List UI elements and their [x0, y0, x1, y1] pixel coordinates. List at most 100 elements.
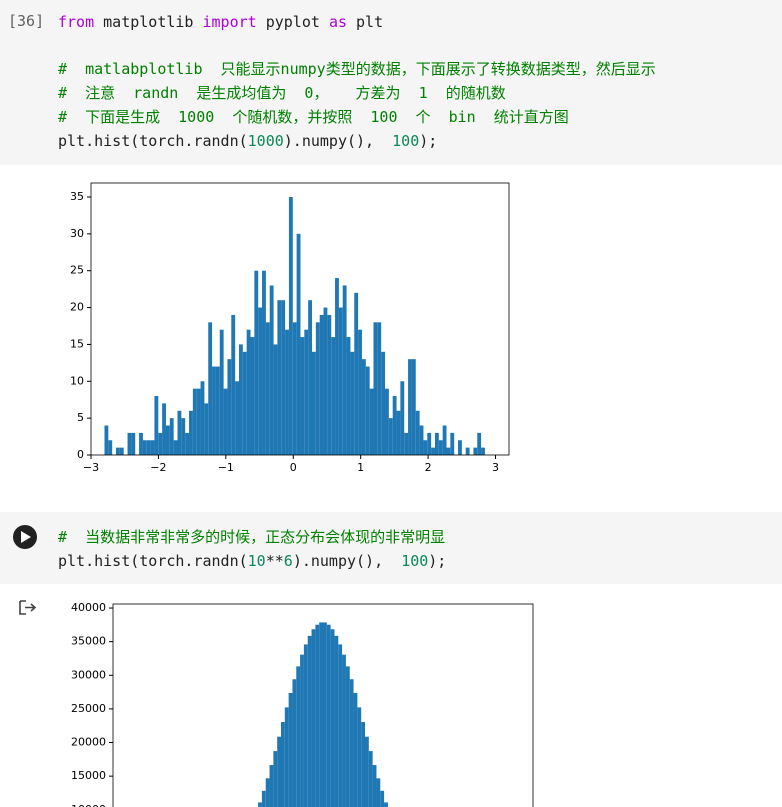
code-token: 10	[247, 552, 266, 570]
bar	[458, 440, 462, 455]
x-tick-label: 2	[425, 461, 432, 474]
bar	[376, 778, 381, 807]
bar	[396, 410, 401, 455]
bar	[173, 440, 178, 455]
code-line: from matplotlib import pyplot as plt	[58, 13, 383, 31]
bar	[319, 622, 323, 807]
bar	[338, 307, 343, 455]
x-tick-label: −2	[150, 461, 166, 474]
bar	[411, 359, 416, 455]
bar	[308, 300, 313, 455]
code-token: as	[328, 13, 347, 31]
bar	[261, 790, 266, 807]
bar	[277, 736, 281, 807]
x-tick-label: 1	[357, 461, 364, 474]
x-tick-label: 3	[492, 461, 499, 474]
y-tick-label: 15	[70, 337, 84, 350]
code-token: plt.hist(torch.randn(	[58, 552, 248, 570]
bar	[288, 197, 293, 455]
bar	[162, 403, 166, 455]
bar	[242, 351, 247, 455]
code-line: plt.hist(torch.randn(1000).numpy(), 100)…	[58, 132, 437, 150]
bar	[258, 802, 262, 807]
bar	[288, 693, 293, 807]
bar	[238, 344, 243, 455]
bar	[181, 418, 186, 455]
bar	[158, 432, 163, 455]
bar	[358, 329, 362, 455]
bar	[142, 440, 147, 455]
bar	[108, 440, 113, 455]
bar	[373, 322, 378, 455]
code-token: plt	[347, 13, 384, 31]
bar	[119, 447, 124, 455]
bar	[334, 635, 339, 807]
bar	[131, 432, 136, 455]
bar	[200, 381, 205, 455]
y-tick-label: 35000	[71, 635, 106, 648]
bar	[404, 432, 409, 455]
bar	[150, 440, 155, 455]
bar	[258, 307, 263, 455]
bar	[365, 366, 370, 455]
bar	[434, 432, 439, 455]
x-tick-label: −3	[83, 461, 99, 474]
bar	[281, 300, 286, 455]
code-token: import	[202, 13, 257, 31]
bar	[269, 765, 274, 807]
code-token: # 注意 randn 是生成均值为 0， 方差为 1 的随机数	[58, 84, 506, 102]
bar	[116, 447, 120, 455]
y-tick-label: 20	[70, 301, 84, 314]
code-token: 100	[392, 132, 420, 150]
bar	[127, 432, 132, 455]
bar	[357, 707, 362, 807]
bar	[338, 644, 343, 807]
bar	[438, 440, 443, 455]
bar	[326, 624, 331, 807]
bar	[400, 381, 405, 455]
code-token: );	[419, 132, 438, 150]
x-tick-label: 0	[290, 461, 297, 474]
code-token: 100	[401, 552, 429, 570]
bar	[380, 790, 385, 807]
code-line: # 当数据非常非常多的时候，正态分布会体现的非常明显	[58, 528, 445, 546]
bar	[303, 644, 308, 807]
bar	[204, 403, 209, 455]
code-line: # 下面是生成 1000 个随机数，并按照 100 个 bin 统计直方图	[58, 108, 569, 126]
bar	[361, 722, 365, 807]
code-token: **	[265, 552, 284, 570]
y-tick-label: 20000	[71, 736, 106, 749]
bar	[346, 337, 351, 455]
bar	[227, 359, 232, 455]
bar	[212, 366, 216, 455]
bar	[231, 314, 236, 455]
bar	[342, 285, 347, 455]
code-line: # 注意 randn 是生成均值为 0， 方差为 1 的随机数	[58, 84, 506, 102]
bar	[296, 666, 301, 807]
bar	[353, 693, 358, 807]
bar	[312, 351, 316, 455]
bar	[208, 322, 213, 455]
bar	[219, 329, 224, 455]
bar	[319, 314, 324, 455]
bar	[473, 447, 478, 455]
bar	[215, 366, 220, 455]
code-token: ).numpy(),	[292, 552, 402, 570]
bar	[250, 337, 255, 455]
bar	[285, 329, 289, 455]
code-token: # matlabplotlib 只能显示numpy类型的数据，下面展示了转换数据…	[58, 60, 656, 78]
bar	[392, 396, 397, 455]
y-tick-label: 0	[77, 448, 84, 461]
bar	[177, 410, 182, 455]
bar	[381, 351, 386, 455]
bar	[327, 314, 332, 455]
y-tick-label: 30	[70, 227, 84, 240]
output-icon	[19, 600, 37, 615]
bar	[315, 624, 320, 807]
bar	[335, 278, 339, 455]
code-cell	[0, 512, 782, 584]
code-token: );	[428, 552, 447, 570]
bar	[311, 629, 316, 807]
code-token: 6	[283, 552, 293, 570]
